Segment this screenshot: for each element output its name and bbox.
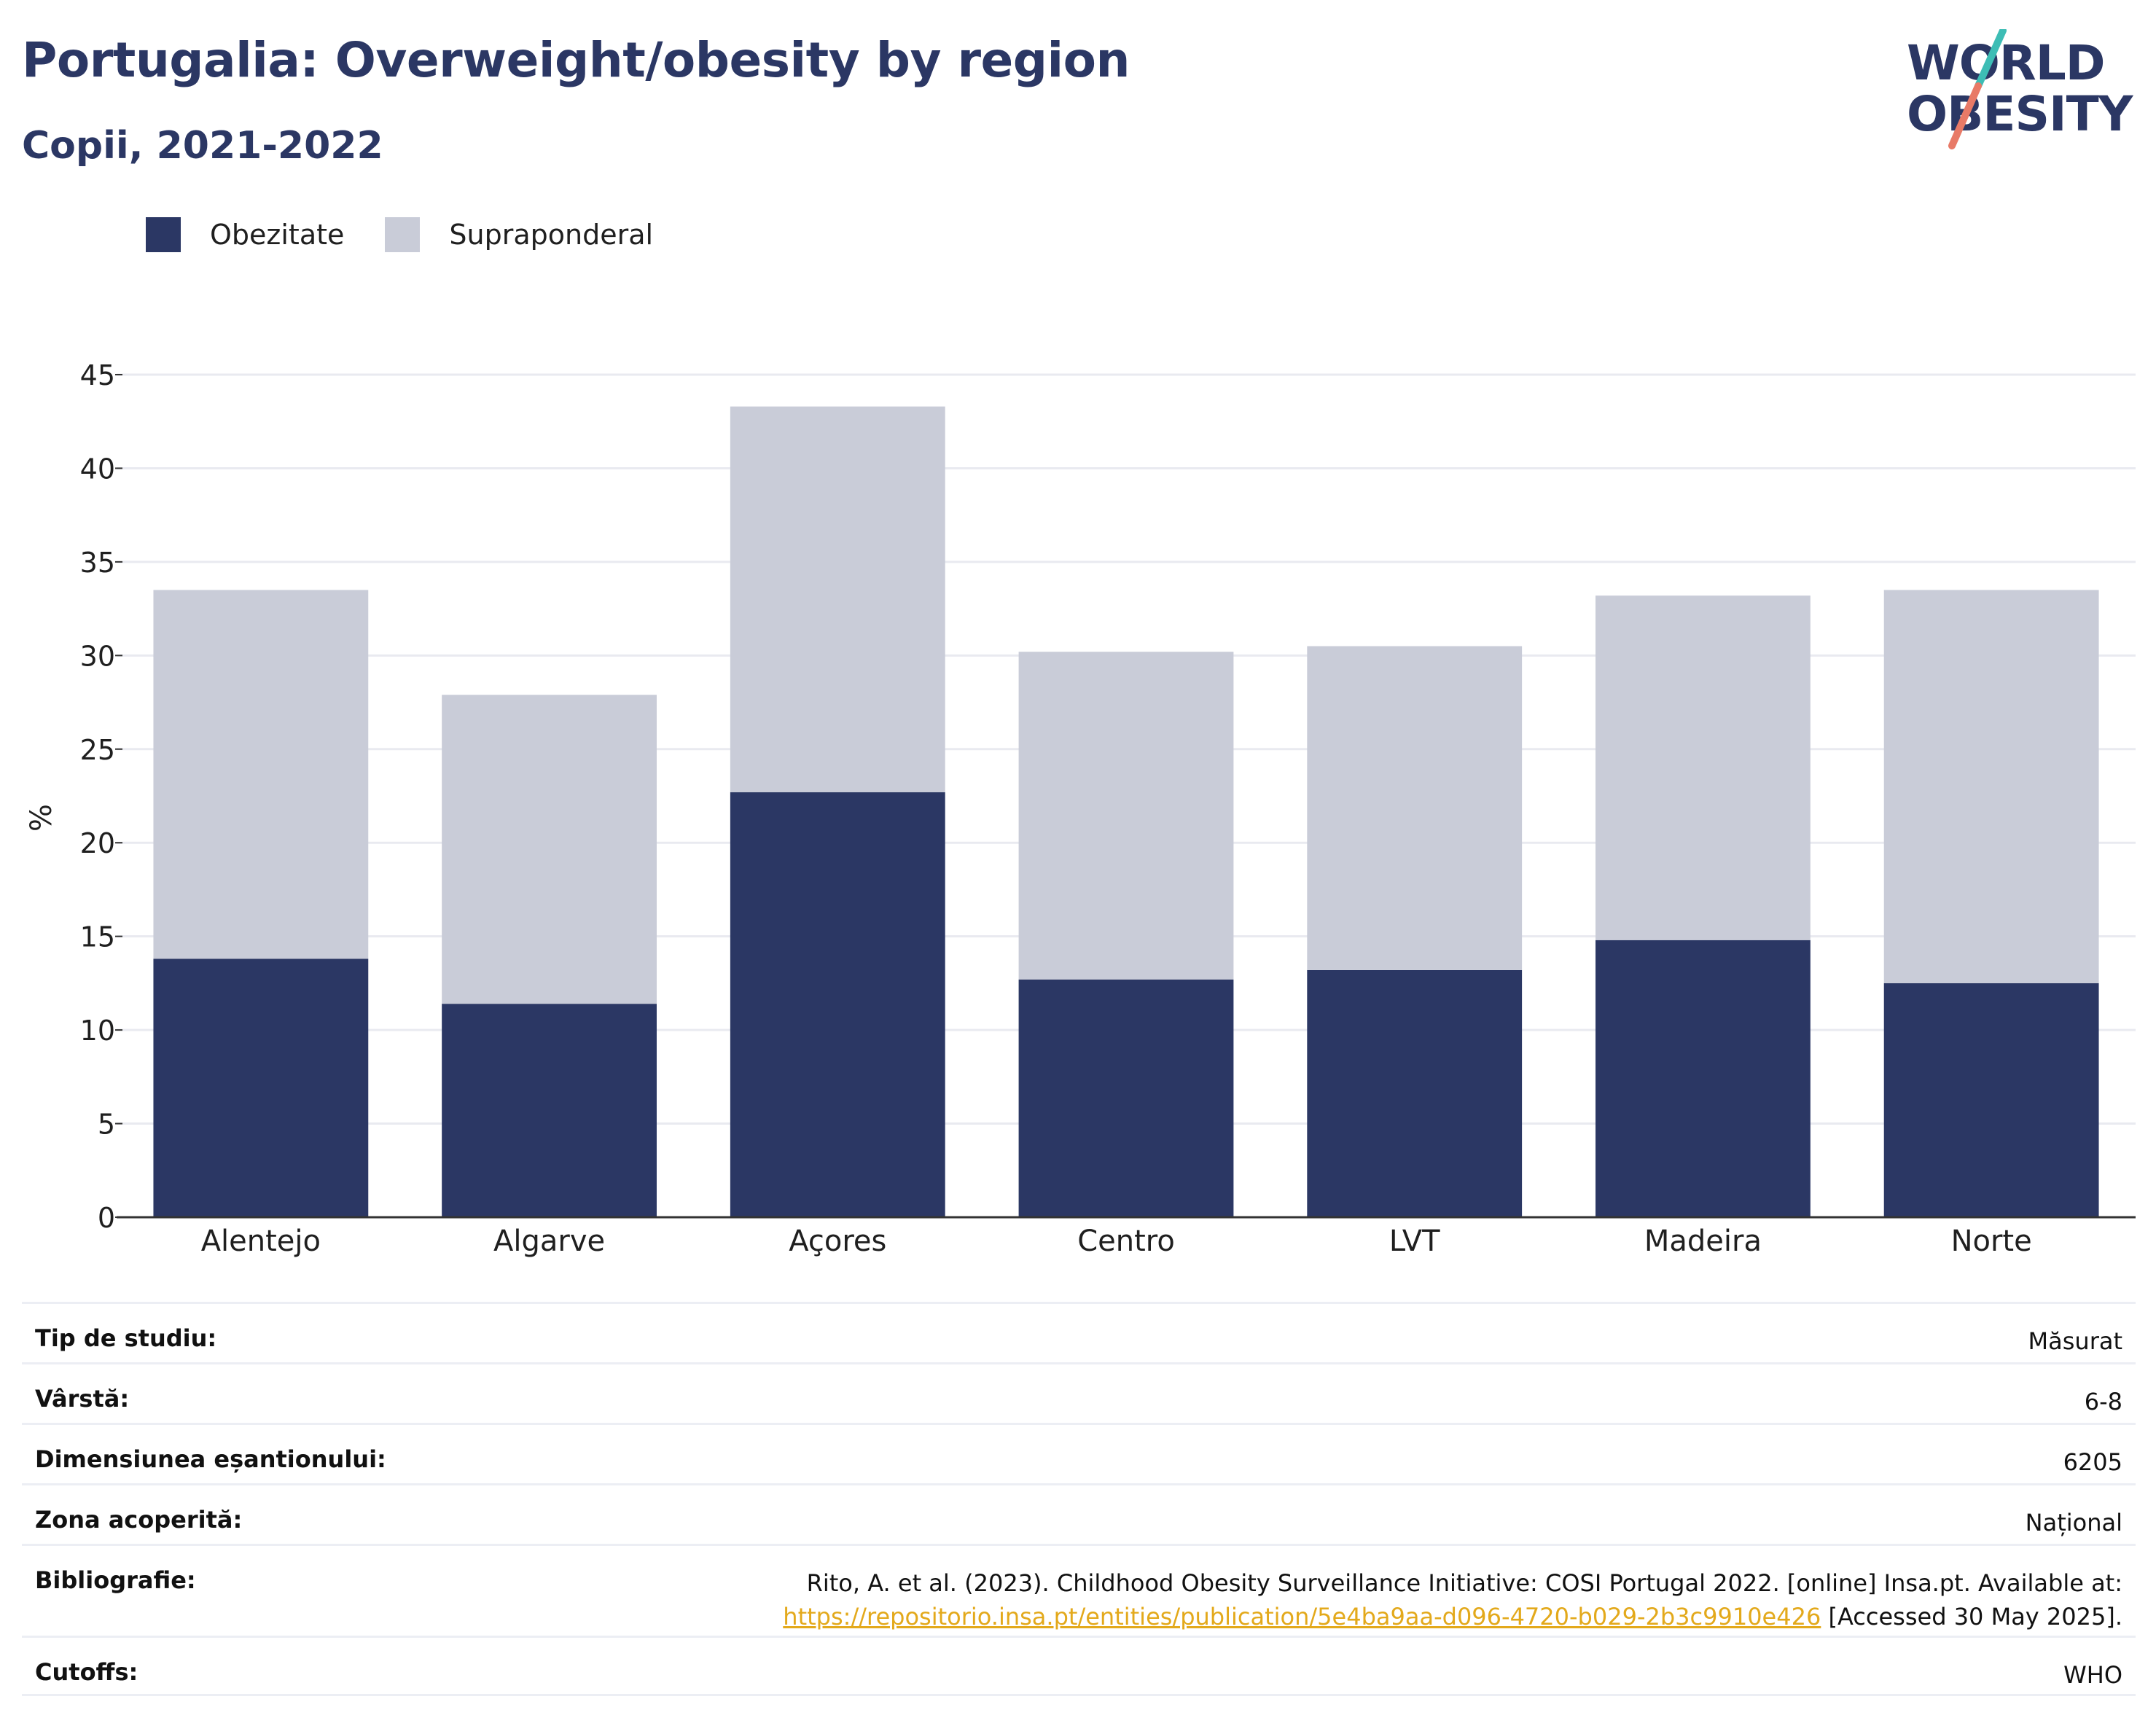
meta-key: Bibliografie: [35,1566,196,1594]
bar-chart: 0 5 10 15 20 25 30 35 40 45% Alentejo Algarve Açores… [25,359,2136,1258]
bar-obesity [1018,979,1234,1217]
y-tick-label: 15 [80,921,115,953]
bar-overweight [730,406,945,792]
y-tick-label: 0 [98,1202,115,1234]
meta-key: Zona acoperită: [35,1506,243,1534]
meta-key: Tip de studiu: [35,1324,217,1352]
x-tick-label: Norte [1951,1225,2032,1258]
bar-overweight [1307,646,1523,970]
meta-value: 6205 [2063,1448,2122,1476]
bar-overweight [442,695,657,1004]
y-tick-label: 30 [80,640,115,672]
meta-value: 6-8 [2084,1388,2122,1415]
legend-label-overweight: Supraponderal [449,219,654,251]
meta-row-age: Vârstă: 6-8 [22,1362,2136,1423]
x-tick-label: LVT [1389,1225,1440,1258]
x-tick-label: Açores [789,1225,886,1258]
legend-swatch-overweight [385,217,421,252]
y-tick-label: 35 [80,547,115,579]
meta-row-bibliography: Bibliografie: Rito, A. et al. (2023). Ch… [22,1544,2136,1636]
logo-text-world: WORLD [1907,35,2106,91]
y-tick-label: 10 [80,1015,115,1047]
meta-row-study-type: Tip de studiu: Măsurat [22,1302,2136,1362]
world-obesity-logo: WORLD OBESITY [1902,29,2143,153]
legend-label-obesity: Obezitate [210,219,345,251]
bar-overweight [1018,652,1234,980]
meta-row-sample-size: Dimensiunea eșantionului: 6205 [22,1423,2136,1483]
chart-title: Portugalia: Overweight/obesity by region [22,32,1130,88]
info-table: Tip de studiu: Măsurat Vârstă: 6-8 Dimen… [22,1302,2136,1696]
bar-overweight [153,590,369,959]
x-tick-label: Centro [1077,1225,1175,1258]
y-tick-label: 20 [80,827,115,859]
logo-slash-coral [1948,82,1982,149]
meta-value: Măsurat [2028,1327,2122,1355]
logo-text-obesity: OBESITY [1907,86,2133,142]
bibliography-accessed: [Accessed 30 May 2025]. [1821,1603,2122,1630]
y-tick-label: 45 [80,359,115,391]
bar-overweight [1595,595,1811,940]
bar-obesity [442,1004,657,1217]
legend-item-overweight[interactable]: Supraponderal [385,217,653,252]
logo-slash-icon [1948,29,2007,149]
bar-obesity [1307,969,1523,1217]
bar-overweight [1883,590,2099,983]
meta-row-cutoffs: Cutoffs: WHO [22,1636,2136,1696]
chart-legend: Obezitate Supraponderal [146,217,694,252]
y-tick-label: 40 [80,453,115,485]
y-axis-label: % [25,804,58,832]
y-tick-label: 25 [80,734,115,766]
meta-key: Vârstă: [35,1385,130,1413]
x-tick-label: Alentejo [201,1225,321,1258]
meta-key: Dimensiunea eșantionului: [35,1445,386,1473]
chart-subtitle: Copii, 2021-2022 [22,124,383,168]
bar-obesity [1883,983,2099,1217]
meta-value: WHO [2063,1661,2122,1689]
legend-swatch-obesity [146,217,181,252]
bar-obesity [1595,940,1811,1217]
bar-obesity [153,958,369,1217]
x-tick-label: Madeira [1644,1225,1762,1258]
meta-row-coverage: Zona acoperită: Național [22,1483,2136,1544]
logo-slash-teal [1975,29,2007,90]
y-tick-label: 5 [98,1109,115,1141]
bibliography-text: Rito, A. et al. (2023). Childhood Obesit… [806,1569,2122,1597]
meta-key: Cutoffs: [35,1658,138,1686]
meta-value: Rito, A. et al. (2023). Childhood Obesit… [783,1546,2122,1636]
meta-value: Național [2025,1509,2122,1536]
legend-item-obesity[interactable]: Obezitate [146,217,344,252]
x-tick-label: Algarve [493,1225,605,1258]
bibliography-link[interactable]: https://repositorio.insa.pt/entities/pub… [783,1603,1821,1630]
bar-obesity [730,792,945,1217]
